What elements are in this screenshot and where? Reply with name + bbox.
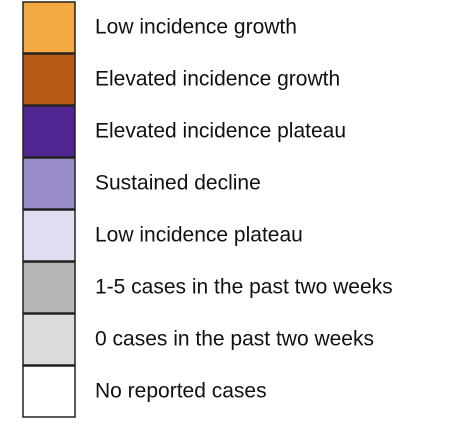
legend-swatch [22, 365, 76, 418]
legend-label: Elevated incidence plateau [95, 120, 346, 143]
legend-label: No reported cases [95, 380, 267, 403]
legend-swatch [22, 313, 76, 366]
legend-label: 0 cases in the past two weeks [95, 328, 374, 351]
legend-swatch [22, 157, 76, 210]
legend-swatch [22, 209, 76, 262]
legend-label: Low incidence growth [95, 16, 297, 39]
legend-label: Sustained decline [95, 172, 261, 195]
legend-swatch [22, 261, 76, 314]
legend-swatch [22, 53, 76, 106]
legend-swatch [22, 105, 76, 158]
legend-label: 1-5 cases in the past two weeks [95, 276, 393, 299]
legend-label: Low incidence plateau [95, 224, 303, 247]
legend-swatch [22, 1, 76, 54]
legend-label: Elevated incidence growth [95, 68, 340, 91]
